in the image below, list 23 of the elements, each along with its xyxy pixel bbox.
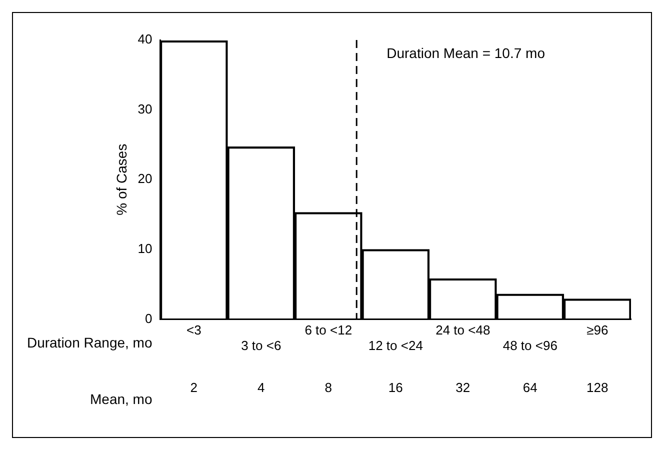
x2-tick-label: 16: [388, 380, 403, 395]
x2-tick-label: 4: [258, 380, 265, 395]
y-tick-label: 40: [138, 32, 152, 47]
x-tick-label: <3: [186, 322, 202, 338]
x2-tick-label: 2: [190, 380, 198, 395]
x2-tick-label: 64: [522, 380, 538, 395]
x-tick-label: 3 to <6: [241, 338, 282, 354]
x2-tick-label: 128: [586, 380, 608, 395]
y-tick-label: 20: [138, 171, 152, 186]
x2-tick-label: 8: [324, 380, 332, 395]
x-tick-label: 48 to <96: [502, 338, 558, 354]
y-axis-title: % of Cases: [113, 144, 130, 216]
y-tick-label: 30: [138, 101, 152, 116]
x-tick-label: 6 to <12: [304, 322, 352, 338]
y-tick-label: 0: [145, 310, 152, 326]
x-tick-label: ≥96: [586, 322, 608, 338]
x-tick-label: 12 to <24: [368, 338, 423, 354]
x-axis-title: Duration Range, mo: [26, 334, 152, 350]
x-tick-label: 24 to <48: [436, 322, 490, 338]
ref-line-label: Duration Mean = 10.7 mo: [386, 44, 546, 61]
x2-tick-label: 32: [456, 380, 470, 395]
x2-axis-title: Mean, mo: [90, 390, 152, 407]
y-tick-label: 10: [138, 240, 152, 256]
